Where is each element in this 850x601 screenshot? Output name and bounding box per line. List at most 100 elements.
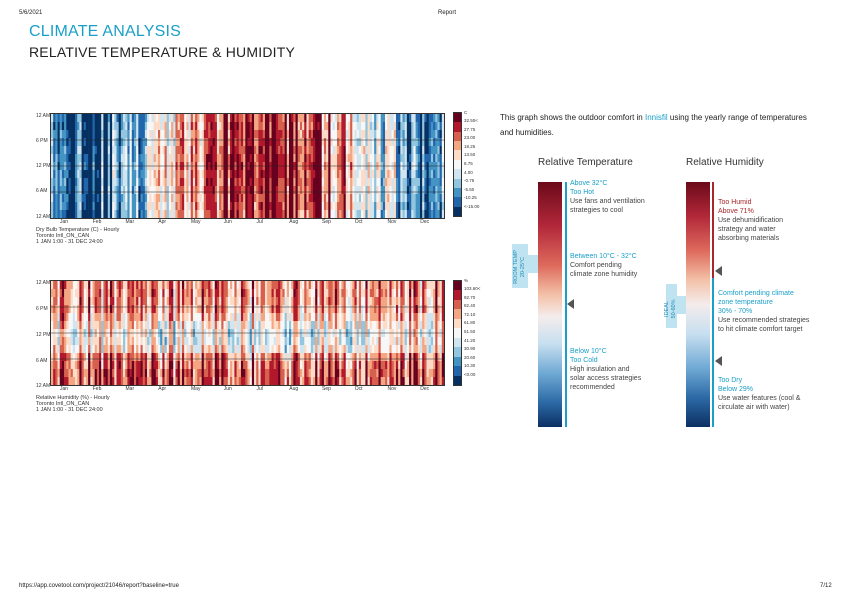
colorbar-label: 30.90 (464, 346, 476, 352)
month-tick: May (191, 386, 201, 392)
month-tick: Dec (420, 219, 430, 225)
month-tick: Sep (322, 219, 331, 225)
y-tick: 12 PM (36, 163, 51, 169)
month-tick: Oct (354, 219, 363, 225)
colorbar-label: 18.25 (464, 143, 476, 149)
location-name: Innisfil (644, 113, 668, 122)
y-tick: 12 AM (36, 383, 51, 389)
colorbar-step (454, 309, 461, 319)
too-hot-annotation: Above 32°C Too Hot Use fans and ventilat… (570, 180, 645, 214)
month-tick: Nov (387, 386, 397, 392)
colorbar-label: 92.70 (464, 294, 476, 300)
month-tick: Dec (420, 386, 430, 392)
month-tick: May (191, 219, 201, 225)
caption-line: Dry Bulb Temperature (C) - Hourly (36, 227, 120, 233)
page-title: CLIMATE ANALYSIS (29, 23, 181, 40)
colorbar-label: <-15.00 (464, 204, 480, 209)
section-title: Relative Humidity (686, 157, 764, 168)
colorbar-label: -5.50 (464, 186, 475, 192)
caption-line: Toronto Intl_ON_CAN (36, 233, 90, 239)
colorbar-label: 82.40 (464, 303, 476, 309)
y-tick: 6 AM (36, 358, 48, 364)
page-number: 7/12 (820, 583, 832, 589)
month-tick: Jun (223, 219, 232, 225)
colorbar-step (454, 141, 461, 151)
humidity-scale-line-high (712, 182, 714, 278)
month-tick: Aug (289, 219, 299, 225)
ideal-humidity-label: IDEAL 50-60% (664, 284, 677, 328)
month-tick: Jun (223, 386, 232, 392)
month-tick: Jul (256, 219, 263, 225)
humidity-scale-line-low (712, 278, 714, 427)
pointer-triangle-icon (715, 266, 722, 276)
colorbar-label: 51.50 (464, 329, 476, 334)
comfort-humidity-annotation: Comfort pending climate zone temperature… (718, 290, 810, 333)
y-tick: 12 AM (36, 113, 51, 119)
colorbar-label: <0.00 (464, 372, 476, 377)
colorbar-label: 8.75 (464, 161, 473, 166)
colorbar-step (454, 328, 461, 338)
month-tick: Feb (92, 386, 102, 392)
too-dry-annotation: Too Dry Below 29% Use water features (co… (718, 377, 801, 411)
page-subtitle: RELATIVE TEMPERATURE & HUMIDITY (29, 44, 296, 60)
y-tick: 12 AM (36, 214, 51, 220)
month-tick: Aug (289, 386, 299, 392)
colorbar-label: -10.25 (464, 195, 477, 201)
colorbar-label: 32.50< (464, 118, 478, 123)
colorbar-step (454, 178, 461, 188)
print-date: 5/6/2021 (19, 10, 43, 16)
pointer-triangle-icon (715, 356, 722, 366)
month-tick: Jan (60, 219, 69, 225)
too-cold-annotation: Below 10°C Too Cold High insulation and … (570, 348, 642, 391)
month-axis: Jan Feb Mar Apr May Jun Jul Aug Sep Oct Nov Dec (50, 386, 443, 394)
colorbar-step (454, 169, 461, 179)
caption-line: 1 JAN 1:00 - 31 DEC 24:00 (36, 239, 103, 245)
description-text: This graph shows the outdoor comfort in … (500, 113, 807, 137)
colorbar-step (454, 159, 461, 170)
room-temp-label: ROOM TEMP 20-25°C (512, 244, 528, 288)
print-title: Report (438, 10, 457, 16)
temperature-colorbar (453, 112, 462, 217)
month-tick: Jul (256, 386, 263, 392)
y-tick: 6 PM (36, 306, 48, 312)
month-tick: Mar (125, 219, 135, 225)
colorbar-label: 61.80 (464, 320, 476, 326)
colorbar-step (454, 122, 461, 132)
humidity-colorbar (453, 280, 462, 386)
month-tick: Nov (387, 219, 397, 225)
colorbar-step (454, 299, 461, 310)
colorbar-unit: C (464, 110, 468, 115)
colorbar-label: 41.20 (464, 337, 476, 343)
section-title: Relative Temperature (538, 157, 633, 168)
humidity-heatmap (50, 280, 445, 386)
y-tick: 12 AM (36, 280, 51, 286)
colorbar-step (454, 187, 461, 198)
month-axis: Jan Feb Mar Apr May Jun Jul Aug Sep Oct Nov Dec (50, 219, 443, 227)
colorbar-step (454, 290, 461, 300)
colorbar-step (454, 318, 461, 329)
month-tick: Apr (158, 386, 167, 392)
humidity-gradient-bar (686, 182, 710, 427)
colorbar-label: -0.75 (464, 178, 475, 184)
month-tick: Mar (125, 386, 135, 392)
month-tick: Oct (354, 386, 363, 392)
comfort-annotation: Between 10°C - 32°C Comfort pending clim… (570, 253, 638, 278)
colorbar-label: 27.75 (464, 126, 476, 132)
month-tick: Sep (322, 386, 331, 392)
colorbar-label: 103.60< (464, 286, 481, 291)
colorbar-step (454, 281, 461, 291)
colorbar-step (454, 366, 461, 376)
colorbar-step (454, 150, 461, 160)
colorbar-unit: % (464, 278, 469, 283)
colorbar-step (454, 337, 461, 348)
caption-line: Toronto Intl_ON_CAN (36, 401, 90, 407)
footer-url[interactable]: https://app.covetool.com/project/21046/r… (19, 583, 179, 589)
colorbar-step (454, 356, 461, 367)
month-tick: Jan (60, 386, 69, 392)
too-humid-annotation: Too Humid Above 71% Use dehumidification… (718, 199, 783, 242)
colorbar-step (454, 197, 461, 207)
colorbar-labels: 103.60< 92.70 82.40 72.10 61.80 51.50 41.20 30.… (464, 286, 494, 386)
colorbar-step (454, 375, 461, 385)
colorbar-label: 23.00 (464, 135, 476, 141)
colorbar-labels: 32.50< 27.75 23.00 18.25 13.50 8.75 4.00 -0.75 -… (464, 118, 494, 218)
